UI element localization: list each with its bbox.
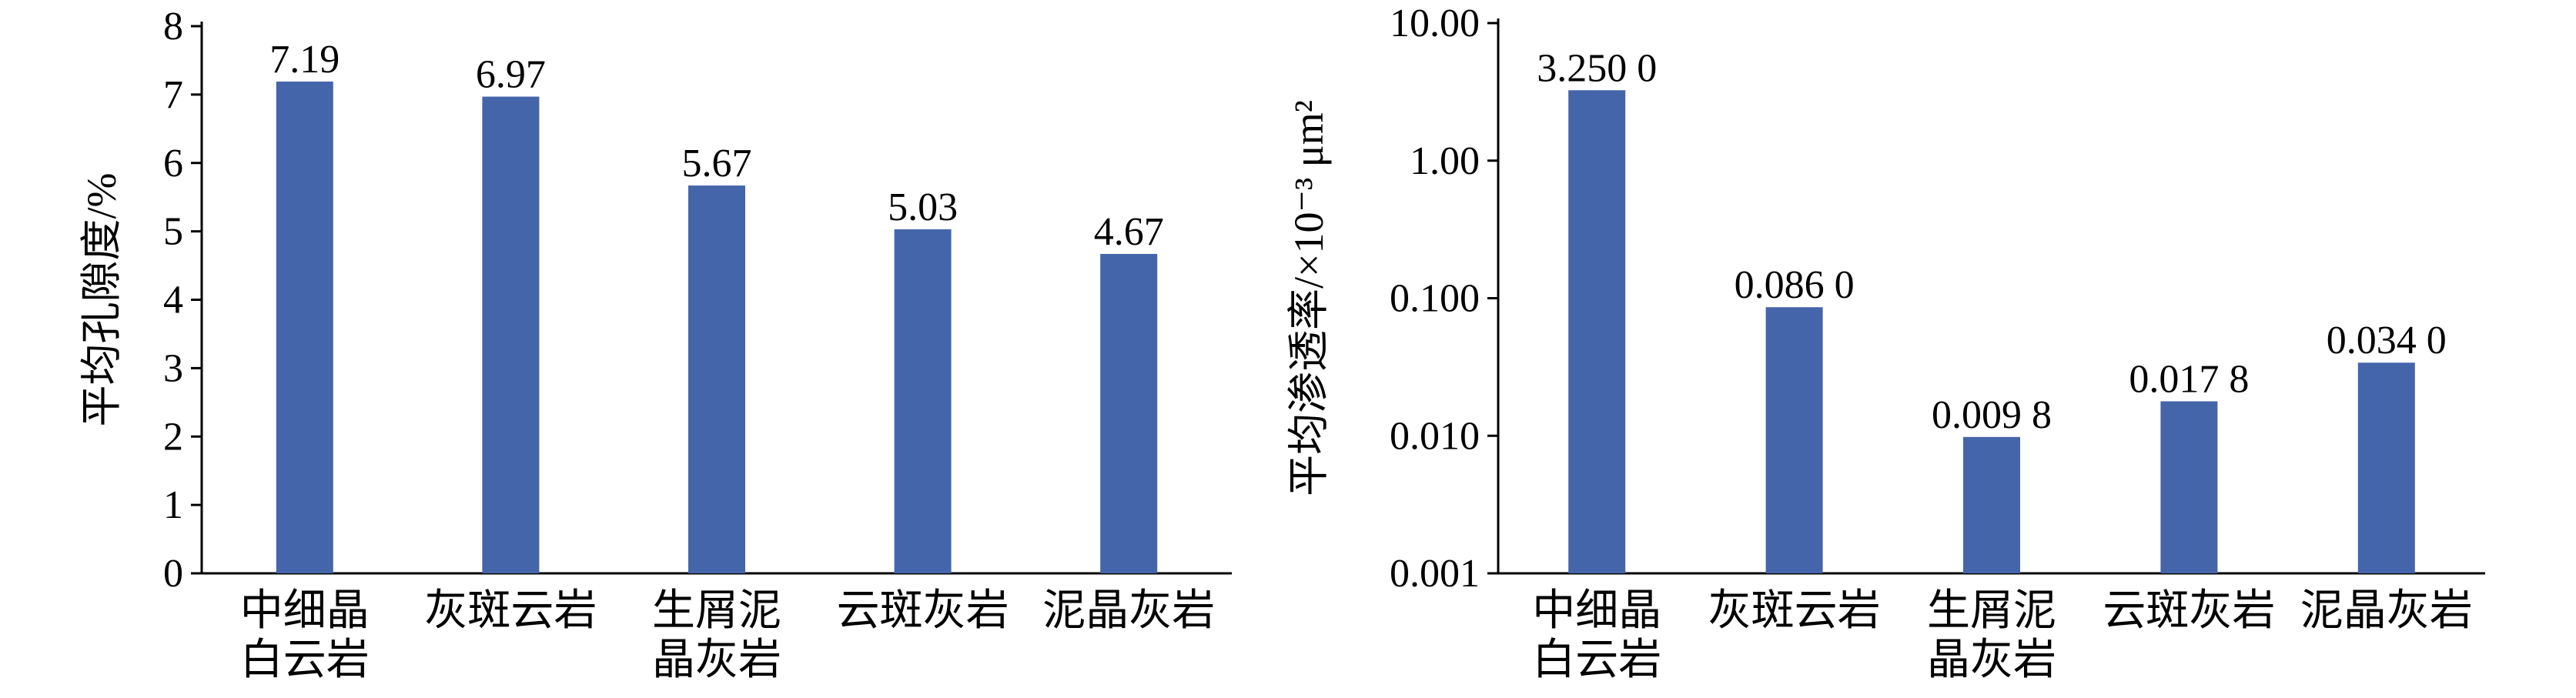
x-category-label: 生屑泥 <box>652 587 781 635</box>
data-label: 6.97 <box>476 53 546 97</box>
bar <box>2160 401 2218 573</box>
data-label: 5.67 <box>682 142 752 185</box>
data-label: 0.034 0 <box>2327 319 2447 362</box>
y-tick-label: 3 <box>163 346 183 390</box>
bar <box>1963 436 2020 573</box>
x-category-label: 中细晶 <box>240 587 370 635</box>
y-tick-label: 5 <box>163 210 183 254</box>
x-category-label: 白云岩 <box>1532 636 1661 684</box>
bar <box>2357 362 2415 573</box>
bar <box>482 96 540 573</box>
x-category-label: 云斑灰岩 <box>2103 587 2275 635</box>
x-category-label: 生屑泥 <box>1927 587 2056 635</box>
bar <box>1568 90 1626 573</box>
x-category-label: 灰斑云岩 <box>424 587 597 635</box>
x-category-label: 晶灰岩 <box>1927 636 2056 684</box>
x-category-label: 泥晶灰岩 <box>1042 587 1215 635</box>
data-label: 7.19 <box>269 38 340 82</box>
x-category-label: 晶灰岩 <box>652 636 781 684</box>
y-tick-label: 0.100 <box>1390 277 1480 321</box>
y-tick-label: 8 <box>163 5 183 48</box>
data-label: 0.009 8 <box>1932 393 2052 437</box>
y-tick-label: 6 <box>163 142 183 185</box>
data-label: 0.017 8 <box>2129 357 2249 401</box>
x-category-label: 白云岩 <box>240 636 370 684</box>
data-label: 4.67 <box>1094 210 1164 254</box>
y-tick-label: 10.00 <box>1390 2 1480 45</box>
y-tick-label: 0 <box>163 552 183 596</box>
data-label: 5.03 <box>888 185 958 229</box>
y-tick-label: 2 <box>163 415 183 459</box>
bar <box>1765 307 1823 573</box>
x-category-label: 泥晶灰岩 <box>2300 587 2473 635</box>
y-tick-label: 0.001 <box>1390 552 1480 596</box>
bar <box>1100 253 1158 573</box>
x-category-label: 云斑灰岩 <box>837 587 1009 635</box>
bar <box>688 185 745 574</box>
data-label: 0.086 0 <box>1735 263 1855 307</box>
data-label: 3.250 0 <box>1537 46 1657 90</box>
x-category-label: 中细晶 <box>1532 587 1661 635</box>
y-tick-label: 7 <box>163 73 183 117</box>
x-category-label: 灰斑云岩 <box>1708 587 1881 635</box>
y-tick-label: 1.00 <box>1410 139 1480 183</box>
y-tick-label: 4 <box>163 279 183 322</box>
y-axis-title: 平均孔隙度/% <box>79 173 125 427</box>
y-tick-label: 0.010 <box>1390 414 1480 458</box>
y-tick-label: 1 <box>163 483 183 527</box>
bar <box>894 229 952 573</box>
y-axis-title: 平均渗透率/×10⁻³ μm² <box>1286 100 1332 496</box>
bar <box>276 81 333 573</box>
